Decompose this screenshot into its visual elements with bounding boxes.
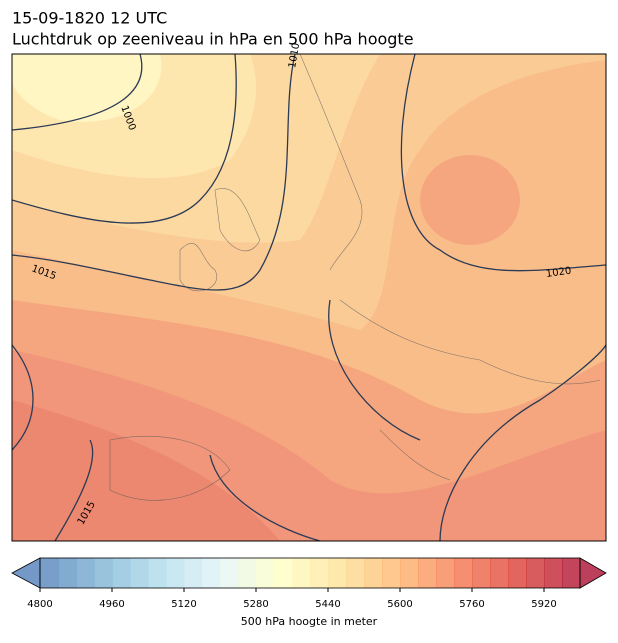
colorbar-tick-label: 5600 xyxy=(387,599,412,610)
colorbar-segment xyxy=(346,558,365,588)
colorbar-segment xyxy=(526,558,545,588)
colorbar-segment xyxy=(148,558,167,588)
colorbar-tick-label: 5920 xyxy=(531,599,556,610)
colorbar-segment xyxy=(328,558,347,588)
colorbar-segment xyxy=(472,558,491,588)
colorbar-segment xyxy=(112,558,131,588)
colorbar-segment xyxy=(544,558,563,588)
colorbar-segment xyxy=(58,558,77,588)
colorbar-label: 500 hPa hoogte in meter xyxy=(241,615,378,628)
colorbar-tick-label: 4800 xyxy=(27,599,52,610)
colorbar-tick-label: 5440 xyxy=(315,599,340,610)
colorbar-segment xyxy=(130,558,149,588)
colorbar-segment xyxy=(400,558,419,588)
colorbar-segment xyxy=(292,558,311,588)
contour-label: 1010 xyxy=(287,42,302,69)
colorbar-segment xyxy=(166,558,185,588)
colorbar-segment xyxy=(454,558,473,588)
colorbar-segment xyxy=(562,558,581,588)
colorbar-extend xyxy=(11,557,41,589)
map-frame xyxy=(11,53,607,542)
title: 15-09-1820 12 UTC xyxy=(12,9,167,28)
colorbar-segment xyxy=(184,558,203,588)
colorbar-segment xyxy=(238,558,257,588)
colorbar-segment xyxy=(76,558,95,588)
colorbar-segment xyxy=(436,558,455,588)
colorbar-tick-label: 5760 xyxy=(459,599,484,610)
colorbar-segment xyxy=(382,558,401,588)
subtitle: Luchtdruk op zeeniveau in hPa en 500 hPa… xyxy=(12,30,414,49)
colorbar-frame xyxy=(39,557,581,589)
colorbar-segment xyxy=(418,558,437,588)
contour-label: 1020 xyxy=(545,266,572,280)
colorbar-segment xyxy=(202,558,221,588)
colorbar-extend xyxy=(579,557,607,589)
map xyxy=(12,54,606,541)
colorbar-tick-label: 5120 xyxy=(171,599,196,610)
colorbar-segment xyxy=(274,558,293,588)
colorbar-segment xyxy=(220,558,239,588)
colorbar-segment xyxy=(364,558,383,588)
colorbar-segment xyxy=(40,558,59,588)
colorbar-segment xyxy=(256,558,275,588)
colorbar-segment xyxy=(508,558,527,588)
colorbar-segment xyxy=(94,558,113,588)
colorbar-segment xyxy=(310,558,329,588)
colorbar-segment xyxy=(490,558,509,588)
colorbar-tick-label: 5280 xyxy=(243,599,268,610)
colorbar-tick-label: 4960 xyxy=(99,599,124,610)
colorbar: 4800 4960 5120 5280 5440 5600 5760 5920 xyxy=(11,557,607,610)
